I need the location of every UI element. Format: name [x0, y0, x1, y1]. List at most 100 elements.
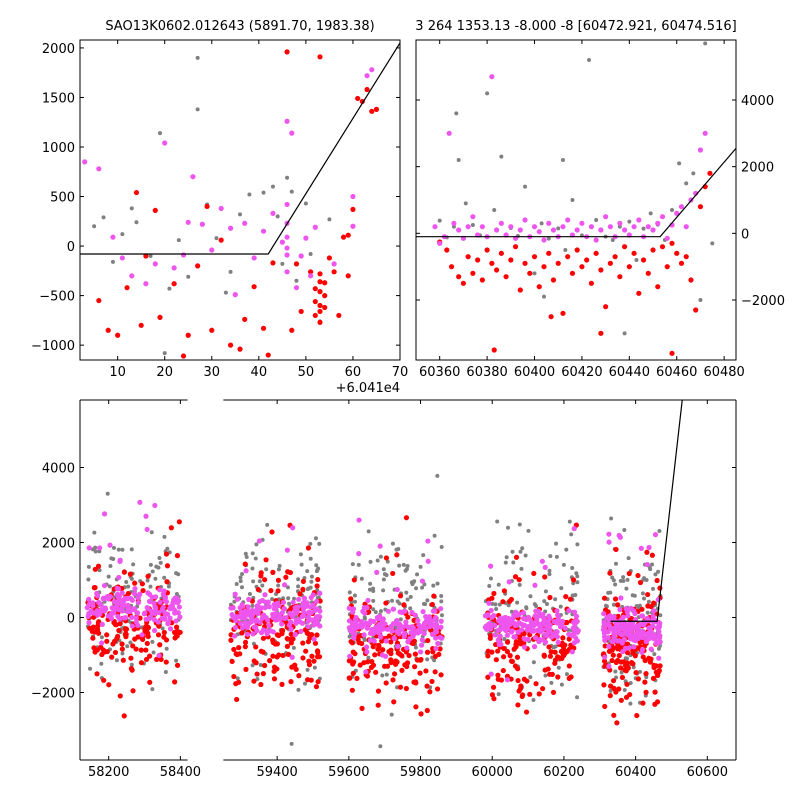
gray-data-point: [382, 572, 387, 577]
magenta-data-point: [652, 635, 658, 642]
red-data-point: [372, 652, 378, 658]
red-data-point: [489, 692, 496, 698]
red-data-point: [437, 646, 443, 652]
magenta-data-point: [296, 596, 302, 602]
red-data-point: [158, 656, 164, 663]
magenta-data-point: [622, 621, 628, 627]
red-data-point: [311, 658, 317, 664]
magenta-data-point: [245, 604, 251, 610]
gray-data-point: [291, 596, 296, 601]
magenta-data-point: [630, 624, 636, 630]
magenta-data-point: [541, 237, 547, 243]
magenta-data-point: [237, 620, 243, 627]
x-tick-label: 58200: [88, 765, 129, 780]
magenta-data-point: [609, 639, 616, 645]
y-tick-label: −2000: [741, 294, 785, 309]
red-data-point: [298, 308, 304, 315]
red-data-point: [172, 635, 178, 641]
magenta-data-point: [312, 224, 318, 230]
red-data-point: [293, 261, 300, 267]
magenta-data-point: [456, 227, 462, 233]
magenta-data-point: [419, 578, 426, 584]
magenta-data-point: [395, 643, 401, 649]
red-data-point: [607, 693, 613, 699]
red-data-point: [436, 651, 442, 657]
red-data-point: [485, 648, 491, 654]
gray-data-point: [542, 294, 546, 299]
red-data-point: [516, 577, 522, 583]
gray-data-point: [454, 111, 459, 116]
red-data-point: [348, 638, 354, 645]
x-tick-label: 70: [392, 365, 409, 380]
magenta-data-point: [636, 217, 642, 223]
gray-data-point: [401, 562, 406, 567]
red-data-point: [555, 260, 561, 266]
magenta-data-point: [385, 608, 391, 614]
red-data-point: [138, 647, 144, 653]
red-data-point: [456, 274, 462, 280]
red-data-point: [317, 279, 323, 285]
red-data-point: [119, 646, 125, 652]
gray-data-point: [528, 594, 533, 599]
gray-data-point: [312, 665, 317, 670]
gray-data-point: [421, 601, 426, 606]
red-data-point: [631, 250, 637, 256]
gray-data-point: [487, 584, 492, 589]
gray-data-point: [397, 563, 402, 568]
red-data-point: [394, 552, 400, 558]
gray-data-point: [371, 588, 376, 593]
red-data-point: [498, 677, 505, 683]
gray-data-point: [250, 603, 255, 608]
magenta-data-point: [514, 622, 520, 628]
red-data-point: [521, 640, 527, 646]
magenta-data-point: [156, 652, 162, 659]
magenta-data-point: [535, 608, 542, 614]
red-data-point: [547, 594, 553, 601]
red-data-point: [609, 657, 615, 664]
magenta-data-point: [489, 74, 495, 80]
magenta-data-point: [604, 615, 610, 621]
red-data-point: [305, 639, 312, 645]
gray-data-point: [150, 639, 155, 644]
magenta-data-point: [284, 118, 290, 124]
red-data-point: [288, 679, 294, 685]
magenta-data-point: [310, 592, 316, 598]
gray-data-point: [644, 675, 649, 680]
gray-data-point: [93, 549, 98, 554]
magenta-data-point: [167, 626, 174, 632]
gray-data-point: [149, 530, 154, 535]
magenta-data-point: [571, 630, 577, 636]
gray-data-point: [626, 556, 631, 561]
magenta-data-point: [251, 255, 257, 261]
gray-data-point: [120, 547, 125, 552]
magenta-data-point: [374, 569, 380, 575]
red-data-point: [125, 590, 132, 597]
red-data-point: [424, 649, 431, 655]
red-data-point: [157, 642, 163, 648]
magenta-data-point: [650, 613, 656, 619]
gray-data-point: [99, 635, 104, 640]
gray-data-point: [105, 491, 110, 496]
gray-data-point: [174, 591, 179, 596]
red-data-point: [91, 645, 97, 651]
red-data-point: [350, 206, 356, 213]
gray-data-point: [435, 581, 440, 586]
red-data-point: [316, 654, 323, 660]
red-data-point: [678, 260, 685, 266]
gray-data-point: [456, 158, 461, 162]
red-data-point: [274, 666, 280, 672]
red-data-point: [527, 691, 533, 697]
red-data-point: [293, 666, 299, 672]
red-data-point: [503, 274, 509, 280]
red-data-point: [142, 626, 148, 632]
magenta-data-point: [107, 542, 113, 548]
magenta-data-point: [279, 239, 285, 245]
red-data-point: [366, 609, 372, 615]
magenta-data-point: [565, 217, 571, 223]
gray-data-point: [176, 238, 181, 243]
magenta-data-point: [575, 628, 581, 634]
red-data-point: [540, 686, 546, 692]
gray-data-point: [625, 577, 630, 582]
magenta-data-point: [488, 607, 494, 614]
red-data-point: [297, 591, 303, 597]
